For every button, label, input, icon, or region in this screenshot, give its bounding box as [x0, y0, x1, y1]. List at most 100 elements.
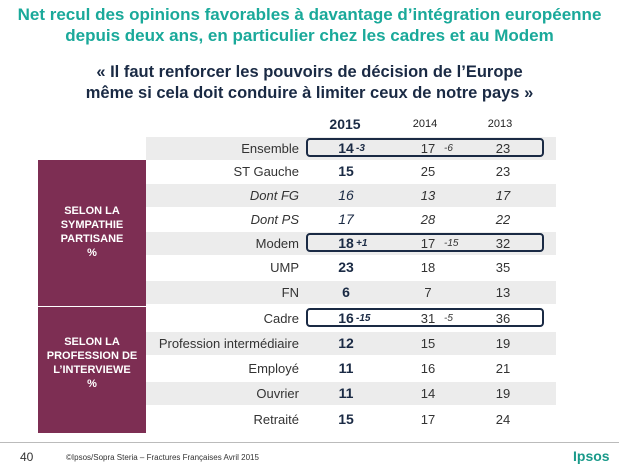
value-2014: 17: [420, 141, 436, 156]
highlight-box: [306, 233, 544, 252]
value-2014: 14: [420, 386, 436, 401]
group-panel-partisan: SELON LA SYMPATHIE PARTISANE %: [38, 160, 146, 306]
row-stripe: [146, 160, 556, 183]
column-header-2014: 2014: [412, 118, 438, 130]
evolution-2015: -3: [356, 143, 365, 154]
group-panel-profession: SELON LA PROFESSION DE L’INTERVIEWE %: [38, 307, 146, 433]
row-label: ST Gauche: [233, 164, 299, 179]
title-line-1: Net recul des opinions favorables à dava…: [17, 5, 602, 24]
table-row: ST Gauche 15 25 23: [146, 160, 556, 183]
row-stripe: [146, 281, 556, 304]
row-label: Employé: [248, 361, 299, 376]
value-2015-number: 17: [338, 211, 354, 227]
table-row: Ouvrier 11 14 19: [146, 382, 556, 405]
value-2015-number: 23: [338, 259, 354, 275]
value-2014: 17: [420, 236, 436, 251]
value-2015-number: 12: [338, 335, 354, 351]
value-2014: 15: [420, 336, 436, 351]
group-profession-line-3: L’INTERVIEWE: [53, 364, 131, 376]
value-2014: 18: [420, 260, 436, 275]
value-2013: 22: [495, 212, 511, 227]
group-partisan-line-1: SELON LA: [64, 205, 120, 217]
value-2015-number: 11: [338, 385, 354, 401]
source-note: ©Ipsos/Sopra Steria – Fractures Français…: [66, 453, 259, 462]
table-row: Ensemble 14 -3 17 -6 23: [146, 137, 556, 160]
slide-title: Net recul des opinions favorables à dava…: [0, 4, 619, 46]
evolution-2014: -15: [444, 238, 459, 249]
evolution-2015: -15: [356, 313, 371, 324]
column-header-2013: 2013: [487, 118, 513, 130]
value-2014: 31: [420, 311, 436, 326]
table-row: Modem 18 +1 17 -15 32: [146, 232, 556, 255]
row-label: Retraité: [253, 412, 299, 427]
row-label: Cadre: [263, 311, 299, 326]
row-label: Ensemble: [241, 141, 299, 156]
title-line-2: depuis deux ans, en particulier chez les…: [65, 26, 554, 45]
evolution-2014: -5: [444, 313, 453, 324]
group-partisan-line-3: PARTISANE: [60, 233, 124, 245]
row-label: FN: [281, 285, 299, 300]
question-line-2: même si cela doit conduire à limiter ceu…: [85, 84, 534, 102]
value-2015-number: 15: [338, 163, 354, 179]
value-2015-number: 11: [338, 360, 354, 376]
row-label: Dont PS: [250, 212, 299, 227]
value-2015-number: 14: [338, 140, 354, 156]
table-row: Dont FG 16 13 17: [146, 184, 556, 207]
value-2014: 17: [420, 412, 436, 427]
value-2013: 36: [495, 311, 511, 326]
table-row: FN 6 7 13: [146, 281, 556, 304]
page-number: 40: [20, 450, 34, 464]
evolution-2014: -6: [444, 143, 453, 154]
row-stripe: [146, 307, 556, 330]
row-stripe: [146, 137, 556, 160]
row-label: Ouvrier: [256, 386, 299, 401]
evolution-2015: +1: [356, 238, 368, 249]
value-2015-number: 15: [338, 411, 354, 427]
row-label: Modem: [255, 236, 299, 251]
question-line-1: « Il faut renforcer les pouvoirs de déci…: [96, 63, 523, 81]
group-profession-line-2: PROFESSION DE: [46, 350, 138, 362]
row-stripe: [146, 332, 556, 355]
value-2014: 13: [420, 188, 436, 203]
row-label: Dont FG: [249, 188, 299, 203]
row-stripe: [146, 357, 556, 380]
group-partisan-line-4: %: [87, 247, 97, 259]
row-stripe: [146, 408, 556, 431]
footer-divider: [0, 442, 619, 443]
value-2015-number: 6: [342, 284, 350, 300]
ipsos-logo: Ipsos: [573, 448, 610, 464]
row-label: Profession intermédiaire: [158, 336, 299, 351]
value-2015-number: 16: [338, 310, 354, 326]
table-row: Cadre 16 -15 31 -5 36: [146, 307, 556, 330]
value-2014: 16: [420, 361, 436, 376]
value-2014: 7: [424, 285, 432, 300]
value-2013: 17: [495, 188, 511, 203]
value-2014: 28: [420, 212, 436, 227]
group-partisan-line-2: SYMPATHIE: [60, 219, 124, 231]
row-label: UMP: [270, 260, 299, 275]
table-row: Retraité 15 17 24: [146, 408, 556, 431]
value-2013: 13: [495, 285, 511, 300]
row-stripe: [146, 256, 556, 279]
table-row: UMP 23 18 35: [146, 256, 556, 279]
value-2013: 32: [495, 236, 511, 251]
group-profession-line-1: SELON LA: [64, 336, 120, 348]
column-header-2015: 2015: [329, 116, 361, 132]
table-row: Employé 11 16 21: [146, 357, 556, 380]
table-row: Profession intermédiaire 12 15 19: [146, 332, 556, 355]
value-2014: 25: [420, 164, 436, 179]
row-stripe: [146, 232, 556, 255]
row-stripe: [146, 184, 556, 207]
row-stripe: [146, 382, 556, 405]
question-text: « Il faut renforcer les pouvoirs de déci…: [0, 62, 619, 104]
value-2013: 19: [495, 336, 511, 351]
row-stripe: [146, 208, 556, 231]
highlight-box: [306, 138, 544, 157]
table-row: Dont PS 17 28 22: [146, 208, 556, 231]
group-profession-line-4: %: [87, 378, 97, 390]
value-2013: 24: [495, 412, 511, 427]
value-2013: 19: [495, 386, 511, 401]
value-2013: 23: [495, 141, 511, 156]
highlight-box: [306, 308, 544, 327]
value-2013: 23: [495, 164, 511, 179]
